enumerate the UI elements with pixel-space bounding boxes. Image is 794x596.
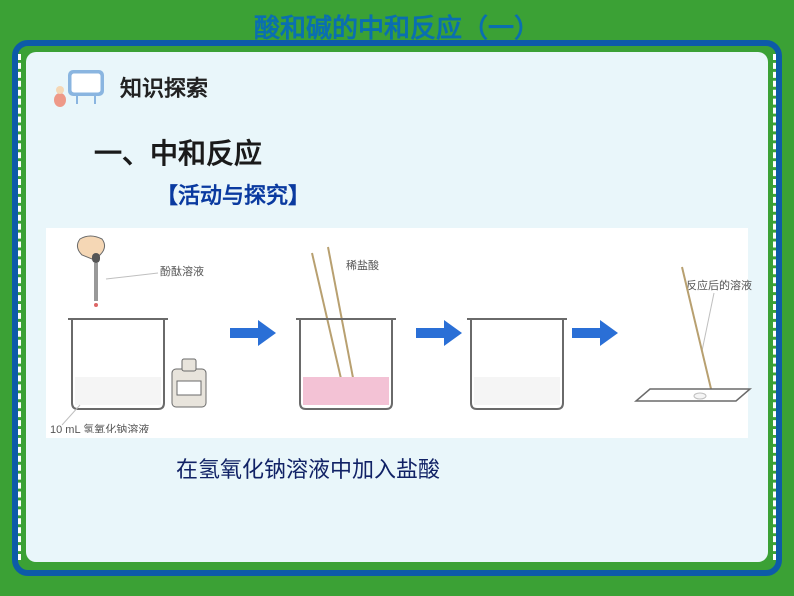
svg-text:10 mL 氢氧化钠溶液: 10 mL 氢氧化钠溶液	[50, 422, 149, 433]
section-header: 知识探索	[46, 66, 748, 108]
heading-level-1: 一、中和反应	[94, 132, 748, 172]
arrow-2	[416, 320, 462, 346]
dash-left	[18, 54, 21, 560]
whiteboard-icon	[46, 66, 106, 108]
slide-frame: 酸和碱的中和反应（一） 知识探索 一、中和反应 【活动与探究】	[0, 0, 794, 596]
step-1-add-indicator: 酚酞溶液 10 mL 氢氧化钠溶液	[50, 233, 230, 433]
page-title: 酸和碱的中和反应（一）	[254, 8, 540, 45]
step-3-result-beaker	[462, 233, 572, 433]
content-card: 知识探索 一、中和反应 【活动与探究】 酚酞溶液	[26, 52, 768, 562]
dash-right	[773, 54, 776, 560]
heading-level-2: 【活动与探究】	[156, 178, 748, 210]
step-4-slide: 反应后的溶液	[618, 233, 768, 433]
svg-text:反应后的溶液: 反应后的溶液	[686, 278, 752, 292]
section-title: 知识探索	[120, 71, 208, 103]
arrow-3	[572, 320, 618, 346]
svg-text:稀盐酸: 稀盐酸	[346, 258, 379, 272]
experiment-diagram: 酚酞溶液 10 mL 氢氧化钠溶液	[46, 228, 748, 438]
svg-text:酚酞溶液: 酚酞溶液	[160, 264, 204, 278]
diagram-caption: 在氢氧化钠溶液中加入盐酸	[176, 452, 748, 484]
arrow-1	[230, 320, 276, 346]
step-2-add-hcl: 稀盐酸	[276, 233, 416, 433]
